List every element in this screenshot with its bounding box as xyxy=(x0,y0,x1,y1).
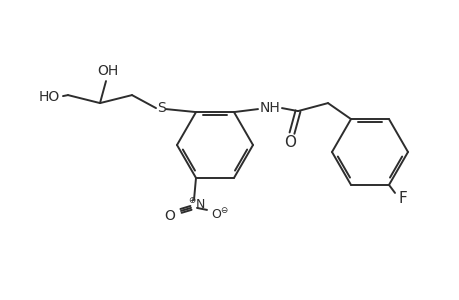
Text: $^{\oplus}$N: $^{\oplus}$N xyxy=(188,196,206,211)
Text: S: S xyxy=(157,101,166,115)
Text: NH: NH xyxy=(259,101,280,115)
Text: O: O xyxy=(164,209,175,223)
Text: O$^{\ominus}$: O$^{\ominus}$ xyxy=(210,206,229,221)
Text: F: F xyxy=(398,191,407,206)
Text: OH: OH xyxy=(97,64,118,78)
Text: HO: HO xyxy=(38,90,60,104)
Text: O: O xyxy=(283,135,295,150)
